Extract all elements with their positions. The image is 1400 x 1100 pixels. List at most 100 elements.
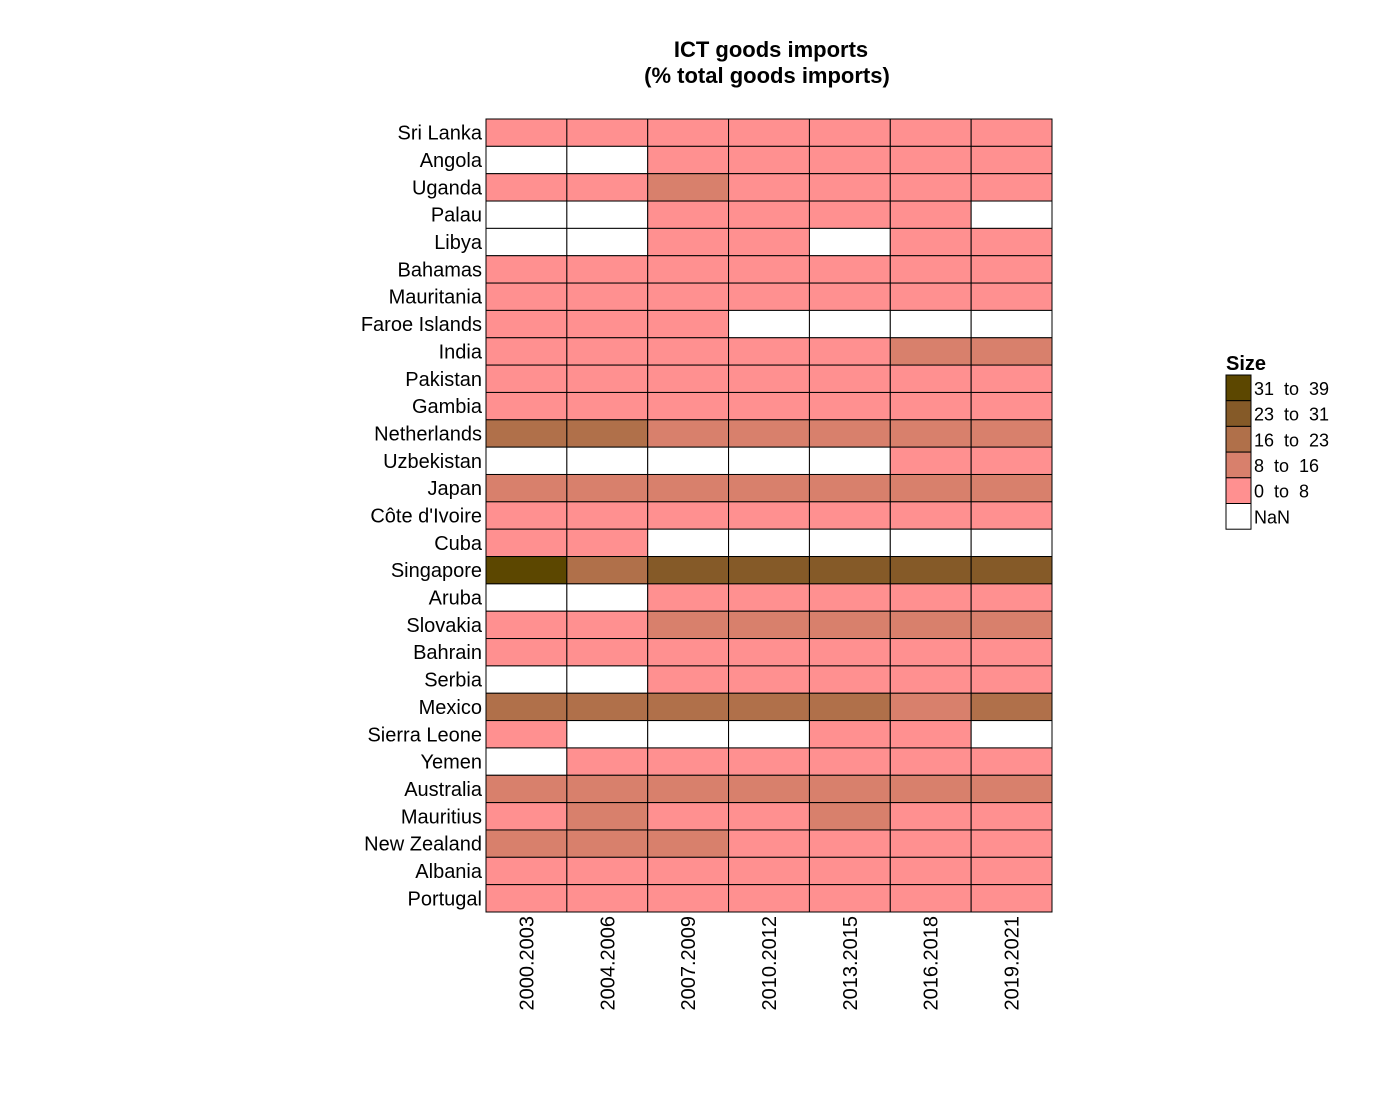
heatmap-cell-yemen-2000-2003 <box>485 747 568 776</box>
heatmap-cell-mauritius-2013-2015 <box>808 802 891 831</box>
heatmap-cell-mauritania-2000-2003 <box>485 282 568 311</box>
heatmap-cell-bahrain-2016-2018 <box>889 638 972 667</box>
legend-swatch-nan <box>1225 503 1252 530</box>
heatmap-cell-australia-2019-2021 <box>970 774 1053 804</box>
heatmap-cell-aruba-2010-2012 <box>728 583 810 612</box>
heatmap-cell-mauritius-2019-2021 <box>970 802 1053 831</box>
heatmap-cell-portugal-2004-2006 <box>566 884 649 913</box>
heatmap-cell-angola-2000-2003 <box>485 145 568 175</box>
heatmap-cell-aruba-2013-2015 <box>808 583 891 612</box>
heatmap-cell-mauritius-2016-2018 <box>889 802 972 831</box>
heatmap-cell-netherlands-2000-2003 <box>485 419 568 448</box>
heatmap-cell-singapore-2004-2006 <box>566 556 649 585</box>
heatmap-cell-yemen-2013-2015 <box>808 747 891 776</box>
row-label-japan: Japan <box>428 478 483 500</box>
heatmap-cell-cote-d-ivoire-2016-2018 <box>889 501 972 530</box>
heatmap-cell-singapore-2013-2015 <box>808 556 891 585</box>
heatmap-cell-aruba-2019-2021 <box>970 583 1053 612</box>
heatmap-cell-mexico-2010-2012 <box>728 692 810 722</box>
legend-label-16-to-23: 16 to 23 <box>1254 430 1329 450</box>
column-label-2000-2003: 2000.2003 <box>516 916 538 1011</box>
heatmap-cell-india-2010-2012 <box>728 337 810 366</box>
heatmap-cell-slovakia-2019-2021 <box>970 610 1053 640</box>
heatmap-cell-albania-2000-2003 <box>485 856 568 886</box>
heatmap-cell-portugal-2000-2003 <box>485 884 568 913</box>
heatmap-cell-pakistan-2010-2012 <box>728 364 810 393</box>
heatmap-cell-pakistan-2004-2006 <box>566 364 649 393</box>
heatmap-cell-mauritania-2007-2009 <box>647 282 730 311</box>
heatmap-cell-netherlands-2013-2015 <box>808 419 891 448</box>
legend-label-23-to-31: 23 to 31 <box>1254 405 1329 425</box>
heatmap-cell-angola-2013-2015 <box>808 145 891 175</box>
heatmap-cell-bahamas-2007-2009 <box>647 255 730 284</box>
legend-label-0-to-8: 0 to 8 <box>1254 482 1309 502</box>
heatmap-cell-mexico-2000-2003 <box>485 692 568 722</box>
heatmap-cell-netherlands-2016-2018 <box>889 419 972 448</box>
heatmap-cell-mexico-2004-2006 <box>566 692 649 722</box>
heatmap-cell-japan-2019-2021 <box>970 473 1053 503</box>
row-label-bahrain: Bahrain <box>413 642 482 664</box>
heatmap-cell-cuba-2000-2003 <box>485 528 568 558</box>
legend-swatch-8-to-16 <box>1225 451 1252 479</box>
heatmap-cell-aruba-2016-2018 <box>889 583 972 612</box>
heatmap-cell-sierra-leone-2004-2006 <box>566 720 649 749</box>
legend-swatch-23-to-31 <box>1225 400 1252 427</box>
column-label-2007-2009: 2007.2009 <box>678 916 700 1011</box>
heatmap-cell-mauritania-2019-2021 <box>970 282 1053 311</box>
row-label-singapore: Singapore <box>391 560 482 582</box>
heatmap-cell-singapore-2019-2021 <box>970 556 1053 585</box>
row-label-albania: Albania <box>415 861 483 883</box>
heatmap-cell-japan-2013-2015 <box>808 473 891 503</box>
row-label-yemen: Yemen <box>420 752 482 774</box>
row-label-australia: Australia <box>404 779 483 801</box>
heatmap-cell-sri-lanka-2016-2018 <box>889 118 972 147</box>
heatmap-cell-portugal-2013-2015 <box>808 884 891 913</box>
heatmap-cell-aruba-2007-2009 <box>647 583 730 612</box>
heatmap-cell-cuba-2016-2018 <box>889 528 972 558</box>
heatmap-cell-albania-2007-2009 <box>647 856 730 886</box>
heatmap-cell-albania-2010-2012 <box>728 856 810 886</box>
heatmap-cell-slovakia-2010-2012 <box>728 610 810 640</box>
chart-title-line-1: ICT goods imports <box>674 37 868 62</box>
heatmap-cell-pakistan-2007-2009 <box>647 364 730 393</box>
heatmap-cell-bahamas-2010-2012 <box>728 255 810 284</box>
row-label-bahamas: Bahamas <box>398 259 483 281</box>
column-labels: 2000.2003 2004.2006 2007.2009 2010.2012 2013… <box>516 916 1023 1011</box>
heatmap-cell-new-zealand-2019-2021 <box>970 829 1053 858</box>
row-label-portugal: Portugal <box>408 888 483 910</box>
heatmap-cell-sri-lanka-2010-2012 <box>728 118 810 147</box>
heatmap-cell-uganda-2007-2009 <box>647 173 730 202</box>
heatmap-cell-cuba-2013-2015 <box>808 528 891 558</box>
heatmap-cell-gambia-2016-2018 <box>889 391 972 421</box>
heatmap-cell-gambia-2010-2012 <box>728 391 810 421</box>
heatmap-cell-sierra-leone-2007-2009 <box>647 720 730 749</box>
chart-title: ICT goods imports (% total goods imports… <box>644 37 890 88</box>
heatmap-cell-yemen-2010-2012 <box>728 747 810 776</box>
heatmap-cell-mauritania-2013-2015 <box>808 282 891 311</box>
row-labels: Sri Lanka Angola Uganda Palau Libya Bahamas Ma… <box>361 123 483 911</box>
heatmap-cell-new-zealand-2016-2018 <box>889 829 972 858</box>
heatmap-cell-pakistan-2016-2018 <box>889 364 972 393</box>
heatmap-cell-serbia-2004-2006 <box>566 665 649 694</box>
heatmap-cell-uzbekistan-2013-2015 <box>808 446 891 475</box>
heatmap-cell-sri-lanka-2013-2015 <box>808 118 891 147</box>
heatmap-cell-slovakia-2013-2015 <box>808 610 891 640</box>
heatmap-cell-netherlands-2007-2009 <box>647 419 730 448</box>
heatmap-cell-mexico-2013-2015 <box>808 692 891 722</box>
heatmap-cell-sierra-leone-2000-2003 <box>485 720 568 749</box>
heatmap-cell-bahamas-2019-2021 <box>970 255 1053 284</box>
heatmap-cell-angola-2007-2009 <box>647 145 730 175</box>
heatmap-cell-uganda-2010-2012 <box>728 173 810 202</box>
heatmap-cell-cote-d-ivoire-2000-2003 <box>485 501 568 530</box>
chart-title-line-2: (% total goods imports) <box>644 63 890 88</box>
heatmap-cell-faroe-islands-2010-2012 <box>728 309 810 339</box>
legend-items: 31 to 39 23 to 31 16 to 23 8 to 16 0 to 8 NaN <box>1225 374 1329 530</box>
legend-title: Size <box>1226 353 1266 375</box>
row-label-cuba: Cuba <box>434 533 483 555</box>
heatmap-cell-sierra-leone-2013-2015 <box>808 720 891 749</box>
heatmap-cell-bahamas-2000-2003 <box>485 255 568 284</box>
row-label-netherlands: Netherlands <box>374 423 482 445</box>
heatmap-cell-cuba-2010-2012 <box>728 528 810 558</box>
heatmap-cell-pakistan-2019-2021 <box>970 364 1053 393</box>
